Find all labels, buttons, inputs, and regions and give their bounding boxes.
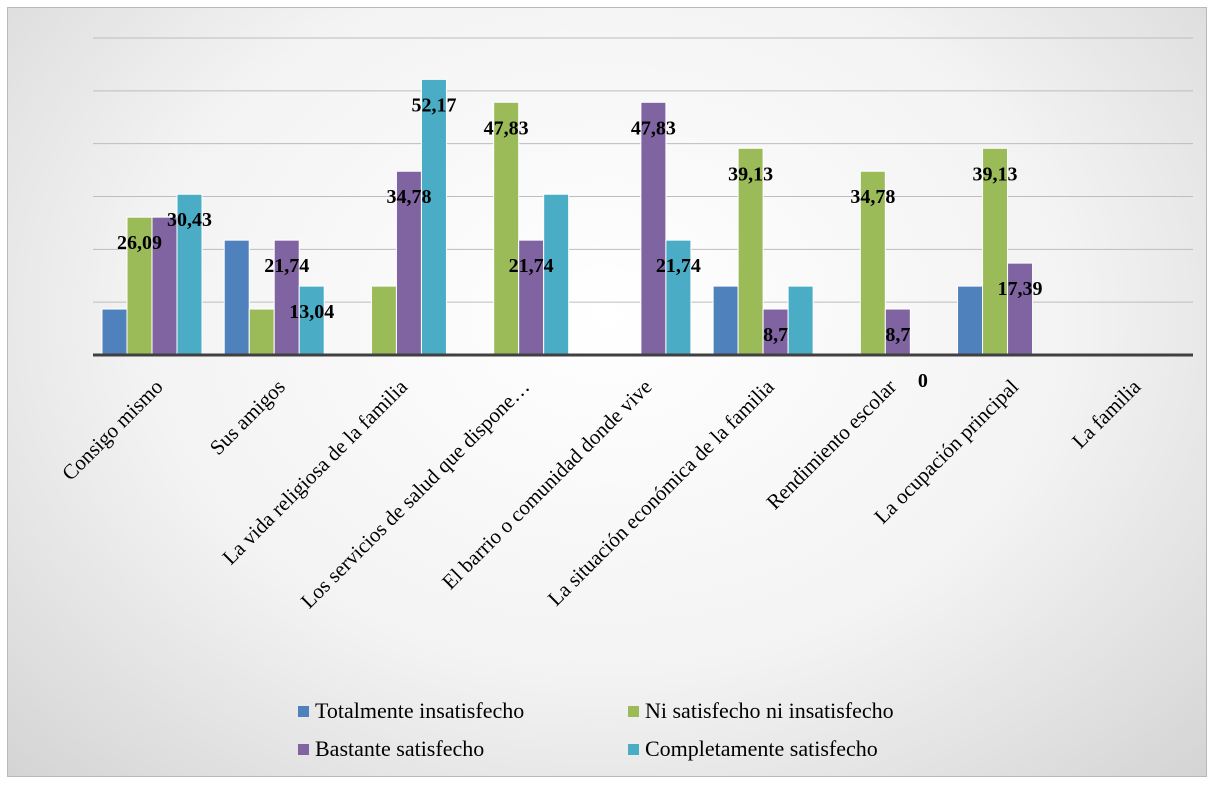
data-label: 21,74 <box>509 255 554 277</box>
category-label: La familia <box>1067 374 1146 453</box>
bar <box>884 308 911 356</box>
bar <box>395 170 422 356</box>
bar <box>543 193 570 356</box>
bar <box>248 308 275 356</box>
data-label: 47,83 <box>631 117 676 139</box>
data-label: 13,04 <box>289 301 334 323</box>
chart-frame: 26,09 47,83 39,13 34,78 39,13 21,74 34,78 21,74… <box>7 7 1207 777</box>
legend-swatch <box>628 743 639 755</box>
bar <box>712 285 739 356</box>
legend-item: Completamente satisfecho <box>628 736 988 762</box>
category-label: Consigo mismo <box>57 375 168 486</box>
category-label: La situación económica de la familia <box>543 374 779 610</box>
category-label: Rendimiento escolar <box>762 375 901 514</box>
bar <box>151 216 178 356</box>
legend-swatch <box>628 705 639 717</box>
category-label: Sus amigos <box>205 375 290 460</box>
legend-item: Bastante satisfecho <box>298 736 628 762</box>
legend-label: Bastante satisfecho <box>315 736 485 761</box>
bar <box>420 78 447 356</box>
data-labels: 26,09 47,83 39,13 34,78 39,13 21,74 34,78 21,74… <box>117 94 1043 392</box>
data-label: 0 <box>918 370 928 392</box>
data-label: 21,74 <box>656 255 701 277</box>
legend-swatch <box>298 743 309 755</box>
bar <box>370 285 397 356</box>
legend: Totalmente insatisfecho Ni satisfecho ni… <box>298 698 998 762</box>
bar <box>859 170 886 356</box>
data-label: 8,7 <box>885 324 910 346</box>
bar <box>640 101 667 356</box>
bar <box>273 239 300 356</box>
legend-label: Totalmente insatisfecho <box>315 698 525 723</box>
data-label: 8,7 <box>763 324 788 346</box>
data-label: 26,09 <box>117 232 162 254</box>
bar <box>982 147 1009 356</box>
bar <box>1007 262 1034 356</box>
legend-label: Ni satisfecho ni insatisfecho <box>645 698 894 723</box>
legend-label: Completamente satisfecho <box>645 736 878 761</box>
bar <box>957 285 984 356</box>
bar <box>665 239 692 356</box>
bar <box>298 285 325 356</box>
legend-swatch <box>298 705 309 717</box>
category-label: Los servicios de salud que dispone… <box>296 375 534 613</box>
bar <box>101 308 128 356</box>
category-label: El barrio o comunidad donde vive <box>437 375 656 594</box>
bar <box>176 193 203 356</box>
data-label: 47,83 <box>484 117 529 139</box>
legend-item: Totalmente insatisfecho <box>298 698 628 724</box>
data-label: 21,74 <box>264 255 309 277</box>
data-label: 52,17 <box>411 94 456 116</box>
data-label: 30,43 <box>167 209 212 231</box>
data-label: 17,39 <box>998 278 1043 300</box>
data-label: 39,13 <box>728 163 773 185</box>
bars <box>101 78 1034 356</box>
data-label: 39,13 <box>973 163 1018 185</box>
bar <box>518 239 545 356</box>
bar <box>737 147 764 356</box>
bar <box>223 239 250 356</box>
bar <box>787 285 814 356</box>
data-label: 34,78 <box>850 186 895 208</box>
data-label: 34,78 <box>386 186 431 208</box>
bar <box>493 101 520 356</box>
legend-item: Ni satisfecho ni insatisfecho <box>628 698 988 724</box>
bar-chart: 26,09 47,83 39,13 34,78 39,13 21,74 34,78 21,74… <box>57 37 1193 613</box>
